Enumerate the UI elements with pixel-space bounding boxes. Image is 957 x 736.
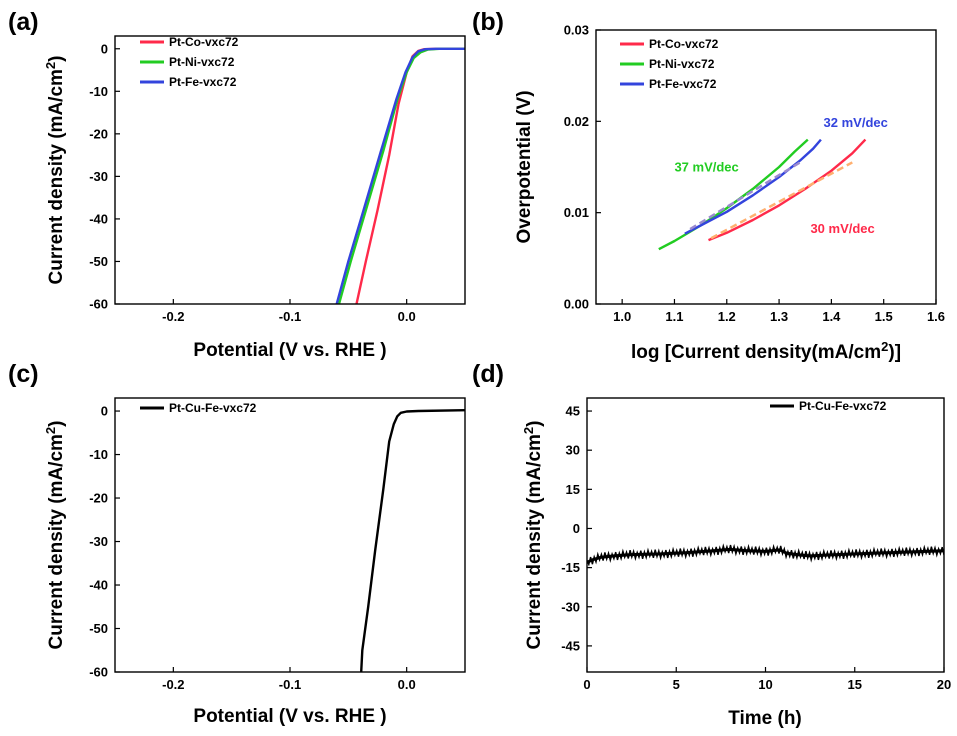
y-tick-label: -10 bbox=[89, 447, 108, 462]
x-tick-label: 1.3 bbox=[770, 309, 788, 324]
y-tick-label: -40 bbox=[89, 578, 108, 593]
x-tick-label: 1.2 bbox=[718, 309, 736, 324]
panel-label-d: (d) bbox=[472, 360, 504, 388]
x-tick-label: 0 bbox=[583, 677, 590, 692]
y-tick-label: -30 bbox=[561, 599, 580, 614]
panel-label-c: (c) bbox=[8, 360, 39, 388]
x-tick-label: 1.0 bbox=[613, 309, 631, 324]
series-noise-band bbox=[587, 543, 944, 567]
y-tick-label: -20 bbox=[89, 491, 108, 506]
y-axis-label-b: Overpotential (V) bbox=[514, 90, 535, 243]
x-tick-label: -0.1 bbox=[279, 677, 301, 692]
panel-d: (d) 0 5 10 15 20 45 30 15 0 -15 -30 -45 Current densi… bbox=[472, 360, 951, 729]
y-tick-label: -30 bbox=[89, 534, 108, 549]
y-tick-label: 15 bbox=[566, 482, 580, 497]
legend-entry: Pt-Cu-Fe-vxc72 bbox=[799, 399, 887, 413]
y-tick-label: 0.02 bbox=[564, 114, 589, 129]
x-tick-label: 1.5 bbox=[875, 309, 893, 324]
y-axis-label-a: Current density (mA/cm2) bbox=[43, 56, 68, 285]
y-tick-label: -20 bbox=[89, 126, 108, 141]
y-tick-label: 0 bbox=[101, 404, 108, 419]
panel-label-a: (a) bbox=[8, 8, 39, 36]
series-line-pt-ni-vxc72 bbox=[337, 47, 465, 304]
slope-annotation: 32 mV/dec bbox=[824, 115, 888, 130]
x-tick-label: 20 bbox=[937, 677, 951, 692]
y-tick-label: -15 bbox=[561, 560, 580, 575]
legend-entry: Pt-Ni-vxc72 bbox=[649, 57, 715, 71]
panel-c: (c) -0.2 -0.1 0.0 0 -10 -20 -30 -40 -50 -60 Current… bbox=[8, 360, 466, 727]
y-tick-label: 0 bbox=[101, 41, 108, 56]
y-tick-label: -60 bbox=[89, 665, 108, 680]
y-tick-label: 0 bbox=[573, 521, 580, 536]
slope-annotation: 37 mV/dec bbox=[674, 160, 738, 175]
x-tick-label: 1.6 bbox=[927, 309, 945, 324]
plot-frame-a bbox=[114, 35, 466, 305]
x-tick-label: 1.4 bbox=[822, 309, 841, 324]
y-tick-label: 0.03 bbox=[564, 23, 589, 38]
y-axis-label-d: Current density (mA/cm2) bbox=[521, 421, 546, 650]
legend-entry: Pt-Fe-vxc72 bbox=[649, 77, 717, 91]
panel-a: (a) -0.2 -0.1 0.0 0 -10 -20 -30 -40 -50 -60 Current… bbox=[8, 8, 466, 361]
y-tick-label: -30 bbox=[89, 169, 108, 184]
panel-label-b: (b) bbox=[472, 8, 504, 36]
x-tick-label: 0.0 bbox=[398, 309, 416, 324]
x-tick-label: -0.2 bbox=[162, 309, 184, 324]
x-tick-label: 15 bbox=[848, 677, 862, 692]
x-tick-label: 10 bbox=[758, 677, 772, 692]
legend-entry: Pt-Fe-vxc72 bbox=[169, 75, 237, 89]
series-line-pt-ni-vxc72 bbox=[658, 138, 809, 251]
x-axis-label-c: Potential (V vs. RHE ) bbox=[193, 706, 386, 727]
legend-entry: Pt-Co-vxc72 bbox=[649, 37, 719, 51]
x-tick-label: -0.2 bbox=[162, 677, 184, 692]
x-tick-label: 1.1 bbox=[665, 309, 683, 324]
x-tick-label: -0.1 bbox=[279, 309, 301, 324]
x-tick-label: 5 bbox=[673, 677, 680, 692]
plot-frame-c bbox=[114, 397, 466, 673]
series-line-pt-fe-vxc72 bbox=[684, 138, 822, 235]
x-axis-label-b: log [Current density(mA/cm2)] bbox=[631, 339, 901, 364]
slope-annotation: 30 mV/dec bbox=[810, 221, 874, 236]
fit-line-0 bbox=[710, 161, 853, 240]
legend-entry: Pt-Cu-Fe-vxc72 bbox=[169, 401, 257, 415]
y-axis-label-c: Current density (mA/cm2) bbox=[43, 421, 68, 650]
legend-entry: Pt-Co-vxc72 bbox=[169, 35, 239, 49]
y-tick-label: -45 bbox=[561, 638, 580, 653]
series-line-pt-co-vxc72 bbox=[708, 138, 867, 242]
x-axis-label-d: Time (h) bbox=[728, 708, 802, 729]
legend-entry: Pt-Ni-vxc72 bbox=[169, 55, 235, 69]
plot-frame-d bbox=[586, 397, 945, 673]
panel-b: (b) 1.0 1.1 1.2 1.3 1.4 1.5 1.6 0.00 0.01 0.02 0.03… bbox=[472, 8, 945, 363]
y-tick-label: 0.01 bbox=[564, 205, 589, 220]
y-tick-label: 0.00 bbox=[564, 297, 589, 312]
x-axis-label-a: Potential (V vs. RHE ) bbox=[193, 340, 386, 361]
y-tick-label: 45 bbox=[566, 404, 580, 419]
y-tick-label: -60 bbox=[89, 297, 108, 312]
y-tick-label: -40 bbox=[89, 211, 108, 226]
y-tick-label: 30 bbox=[566, 443, 580, 458]
y-tick-label: -50 bbox=[89, 254, 108, 269]
series-line-pt-fe-vxc72 bbox=[335, 47, 465, 304]
y-tick-label: -10 bbox=[89, 84, 108, 99]
plot-frame-b bbox=[595, 29, 937, 305]
x-tick-label: 0.0 bbox=[398, 677, 416, 692]
y-tick-label: -50 bbox=[89, 621, 108, 636]
series-line-pt-cu-fe-vxc72 bbox=[360, 409, 465, 672]
